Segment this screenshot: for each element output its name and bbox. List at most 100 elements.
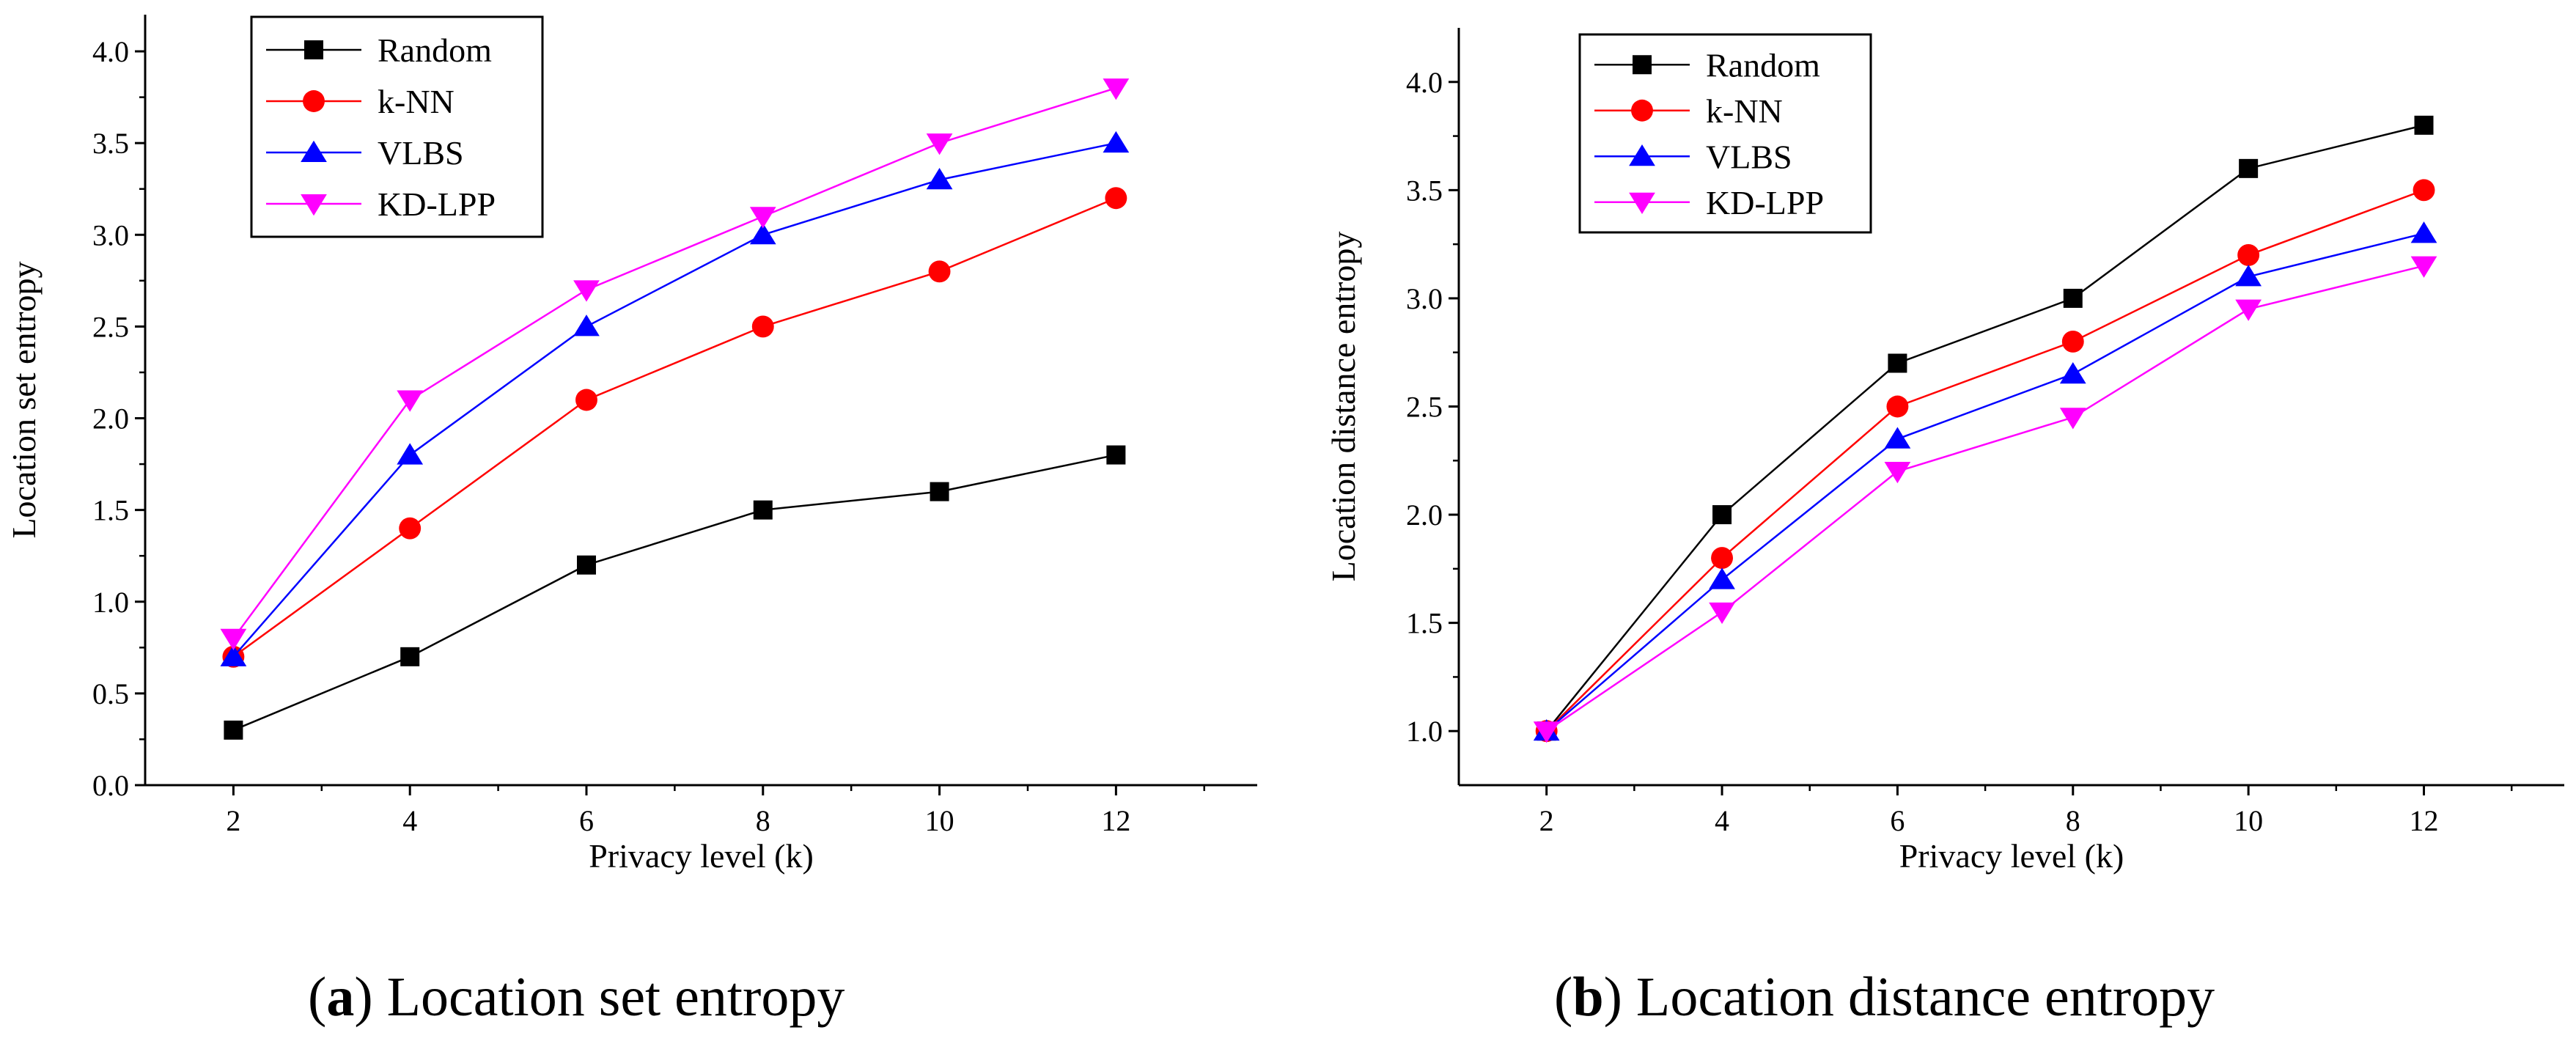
series-line-k-nn [232,197,1116,658]
caption-paren-close: ) [354,966,386,1028]
legend-marker [304,40,323,59]
legend-box [1578,33,1872,234]
series-line-kd-lpp [1545,265,2424,732]
series-kd-lpp [220,78,1130,651]
data-point-kd-lpp [1709,602,1735,625]
data-point-random [576,555,596,575]
series-line-vlbs [1545,232,2424,732]
data-point-kd-lpp [2059,408,2086,430]
data-point-kd-lpp [397,390,424,412]
caption-paren-open: ( [1554,966,1572,1028]
y-tick-label: 3.5 [1406,174,1443,207]
x-tick-label: 10 [925,804,954,837]
caption-title: Location distance entropy [1636,966,2215,1028]
data-point-vlbs [749,223,776,245]
data-point-random [224,720,243,740]
data-point-kd-lpp [2410,256,2437,278]
data-point-k-nn [575,389,597,411]
data-point-vlbs [397,443,424,465]
y-tick-label: 2.5 [92,310,129,343]
y-tick-label: 4.0 [1406,66,1443,99]
x-tick-label: 6 [1890,804,1905,837]
panel-caption: (a) Location set entropy [308,966,844,1028]
chart-panel-a: 0.0 0.5 1.0 1.5 2.0 2.5 3.0 3.5 4.0 2 4 6 8 10 12 Priva… [5,15,1257,1028]
series-line-kd-lpp [232,87,1116,639]
legend-label-kd-lpp: KD-LPP [378,185,496,223]
data-point-k-nn [1711,547,1733,570]
legend-label-random: Random [1706,46,1820,84]
data-point-random [930,482,949,501]
legend-label-random: Random [378,32,492,69]
legend-marker [301,140,327,162]
chart-panel-b: 1.0 1.5 2.0 2.5 3.0 3.5 4.0 2 4 6 8 10 12 Privacy lev… [1325,28,2564,1028]
data-point-random [2063,288,2083,308]
y-tick-label: 3.5 [92,127,129,160]
legend-marker [1633,55,1652,75]
legend-label-vlbs: VLBS [1706,138,1792,175]
caption-letter: a [326,966,354,1028]
data-point-random [1712,505,1732,525]
legend-box [250,15,544,238]
x-tick-label: 8 [756,804,770,837]
y-tick-label: 3.0 [92,218,129,251]
y-tick-label: 2.0 [1406,499,1443,531]
x-tick-label: 4 [402,804,417,837]
series-vlbs [220,130,1130,666]
caption-letter: b [1572,966,1603,1028]
x-axis-title: Privacy level (k) [1899,837,2124,875]
data-point-vlbs [2410,221,2437,243]
series-line-k-nn [1545,189,2424,732]
data-point-kd-lpp [573,280,600,302]
caption-paren-open: ( [308,966,326,1028]
series-line-vlbs [232,141,1116,658]
y-axis-title: Location distance entropy [1325,232,1362,582]
data-point-vlbs [1103,130,1130,153]
x-tick-label: 2 [226,804,240,837]
data-point-k-nn [2413,179,2435,202]
data-point-kd-lpp [1533,721,1560,743]
y-tick-label: 4.0 [92,35,129,68]
data-point-random [400,647,420,666]
x-tick-label: 8 [2066,804,2080,837]
data-point-k-nn [928,260,951,283]
data-point-kd-lpp [926,133,953,155]
y-tick-label: 2.0 [92,402,129,435]
series-kd-lpp [1533,256,2437,743]
series-line-random [1545,124,2424,732]
data-point-vlbs [1884,427,1911,449]
caption-title: Location set entropy [387,966,845,1028]
series-line-random [232,454,1116,732]
series-random [224,445,1126,740]
x-tick-label: 12 [1101,804,1130,837]
data-point-random [1106,445,1126,465]
legend-label-vlbs: VLBS [378,134,464,172]
y-tick-label: 1.5 [1406,607,1443,640]
data-point-k-nn [399,517,422,540]
data-point-k-nn [2061,331,2084,353]
data-point-vlbs [2235,265,2262,287]
series-k-nn [222,187,1127,668]
data-point-k-nn [1105,187,1127,210]
data-point-random [2239,158,2259,178]
legend-label-k-nn: k-NN [378,83,455,120]
data-point-k-nn [2237,243,2260,266]
x-tick-label: 10 [2234,804,2263,837]
data-point-random [2414,115,2434,135]
y-tick-label: 1.0 [1406,715,1443,748]
y-tick-label: 1.5 [92,494,129,527]
legend-marker [1631,99,1653,122]
data-point-random [1888,353,1907,373]
y-tick-label: 3.0 [1406,282,1443,315]
legend-marker [303,90,325,112]
legend-label-kd-lpp: KD-LPP [1706,184,1824,221]
y-tick-label: 0.0 [92,769,129,802]
x-axis-title: Privacy level (k) [589,837,814,875]
x-tick-label: 6 [579,804,594,837]
data-point-kd-lpp [749,207,776,229]
data-point-kd-lpp [220,628,247,651]
data-point-kd-lpp [2235,299,2262,321]
y-axis-title: Location set entropy [5,261,43,538]
data-point-kd-lpp [1103,78,1130,100]
y-tick-label: 0.5 [92,677,129,710]
